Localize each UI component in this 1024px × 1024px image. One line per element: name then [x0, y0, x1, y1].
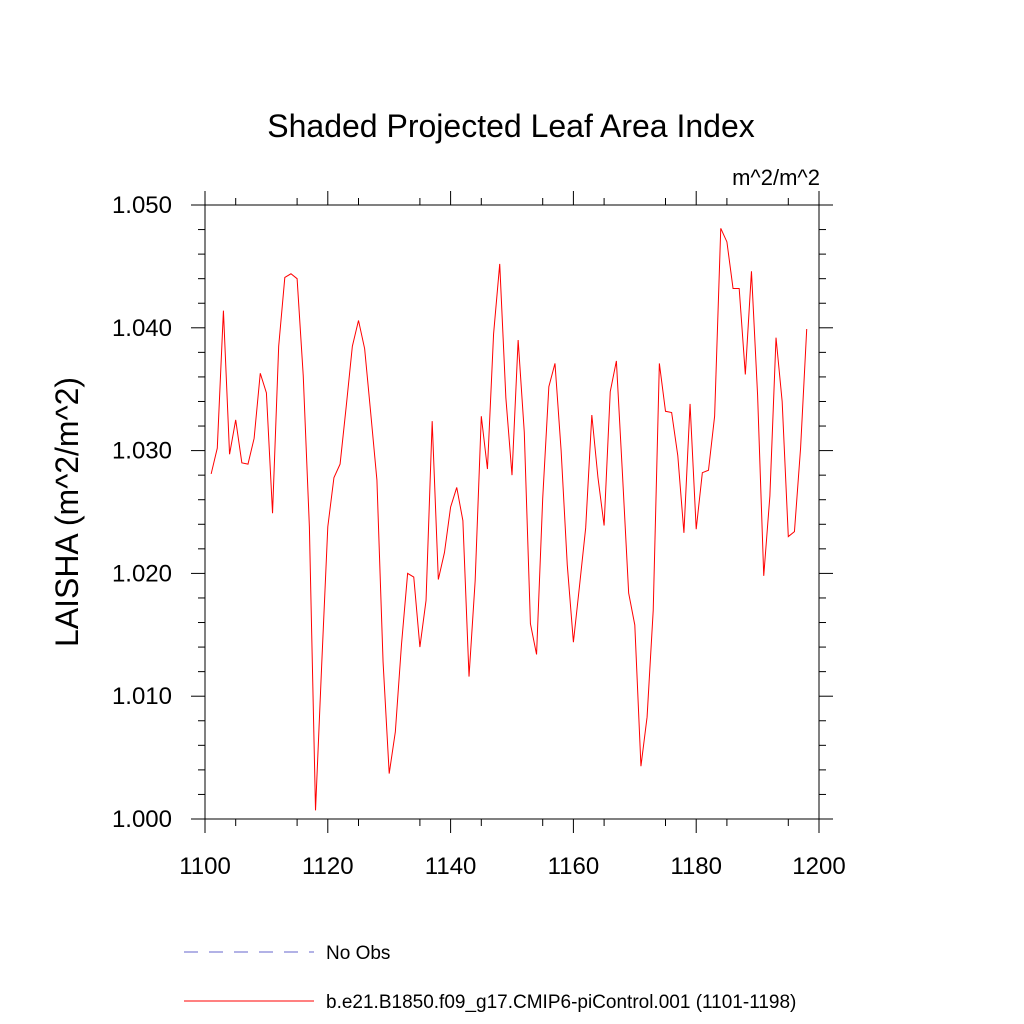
- y-tick-label: 1.020: [112, 560, 172, 587]
- x-tick-label: 1180: [670, 853, 722, 880]
- legend: No Obs b.e21.B1850.f09_g17.CMIP6-piContr…: [184, 943, 796, 1013]
- y-tick-label: 1.010: [112, 683, 172, 710]
- legend-label-series: b.e21.B1850.f09_g17.CMIP6-piControl.001 …: [326, 992, 796, 1013]
- legend-label-obs: No Obs: [326, 943, 390, 964]
- x-tick-label: 1140: [425, 853, 477, 880]
- axis-ticks: [191, 191, 833, 833]
- series-group: [210, 228, 808, 811]
- x-tick-labels: 1100 1120 1140 1160 1180 1200: [179, 853, 846, 880]
- x-tick-label: 1160: [548, 853, 600, 880]
- y-tick-label: 1.050: [112, 192, 172, 219]
- chart-title: Shaded Projected Leaf Area Index: [267, 108, 754, 144]
- x-tick-label: 1100: [179, 853, 231, 880]
- x-tick-label: 1200: [792, 853, 845, 880]
- units-label: m^2/m^2: [732, 165, 820, 190]
- x-tick-label: 1120: [302, 853, 354, 880]
- y-tick-label: 1.000: [112, 806, 172, 833]
- y-tick-label: 1.030: [112, 438, 172, 465]
- y-axis-label: LAISHA (m^2/m^2): [49, 377, 85, 647]
- y-tick-labels: 1.000 1.010 1.020 1.030 1.040 1.050: [112, 192, 172, 833]
- series-line: [210, 228, 808, 811]
- plot-frame: [204, 204, 820, 820]
- y-tick-label: 1.040: [112, 315, 172, 342]
